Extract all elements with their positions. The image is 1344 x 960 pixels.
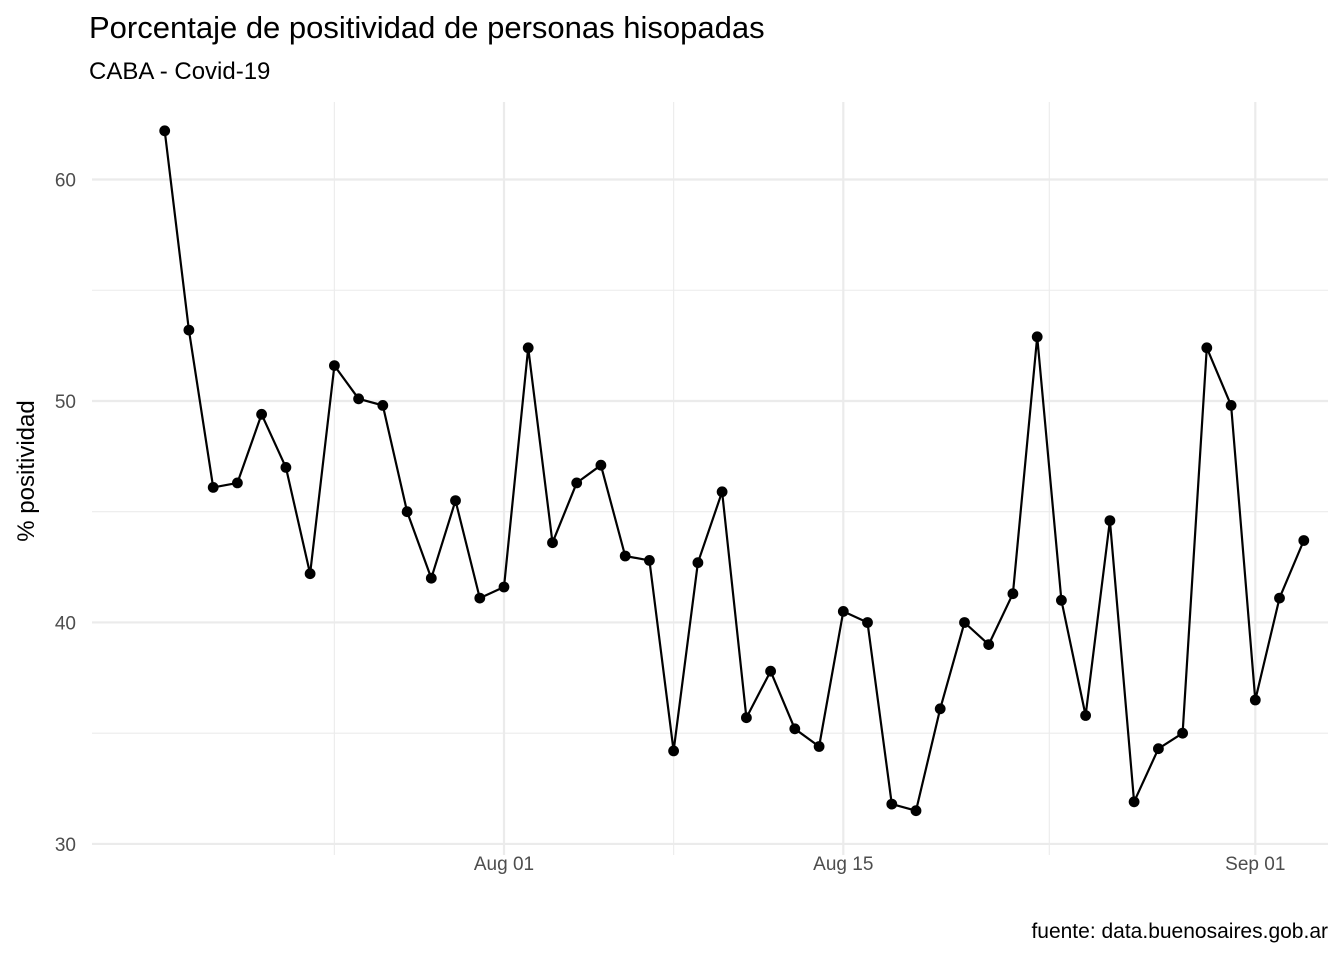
data-point [910,805,922,817]
data-point [1298,535,1310,546]
data-point [571,477,583,489]
data-point [692,557,704,569]
data-point [232,477,243,489]
data-point [668,745,679,757]
grid-minor [92,102,1328,855]
data-point [837,606,849,617]
data-point [741,712,752,724]
data-point [522,342,534,354]
x-tick-label: Aug 01 [474,854,534,875]
x-axis-ticks: Aug 01 Aug 15 Sep 01 [474,854,1286,875]
data-point [1128,796,1140,808]
data-point [619,550,631,562]
data-point [425,572,437,584]
data-point [789,723,801,735]
data-point [304,568,316,580]
x-tick-label: Aug 15 [813,854,873,875]
data-point [329,360,340,371]
series-group [159,125,1310,817]
data-point [1177,727,1188,739]
data-point [207,482,219,493]
data-point [1249,694,1261,706]
chart-caption: fuente: data.buenosaires.gob.ar [1031,920,1328,943]
data-point [765,665,776,677]
data-point [353,393,364,405]
data-point [862,617,873,628]
data-point [813,741,825,752]
data-point [934,703,946,715]
data-point [474,592,486,604]
data-point [1031,331,1043,343]
data-point [256,408,267,420]
data-point [547,537,558,549]
data-point [1225,400,1237,411]
data-point [401,506,413,518]
data-point [183,324,195,336]
data-point [1056,594,1067,606]
y-axis-label: % positividad [13,400,40,541]
data-point [1104,515,1116,526]
data-point [450,495,461,506]
data-point [498,581,510,593]
y-tick-label: 60 [55,171,76,192]
data-point [1201,342,1213,354]
x-tick-label: Sep 01 [1225,854,1285,875]
y-axis-ticks: 30 40 50 60 [55,171,76,856]
chart-title: Porcentaje de positividad de personas hi… [89,10,765,45]
data-point [1007,588,1019,600]
data-point [595,459,607,471]
grid-major [92,102,1328,855]
y-tick-label: 30 [55,835,76,856]
data-point [959,617,970,628]
data-point [1080,710,1091,721]
data-point [716,486,728,498]
data-point [377,400,389,411]
data-point [886,798,898,810]
data-point [280,462,292,473]
data-point [644,555,655,566]
data-point [159,125,171,137]
series-line [163,130,1305,812]
data-point [1153,743,1164,755]
chart-subtitle: CABA - Covid-19 [89,58,271,85]
data-point [1274,592,1285,604]
data-point [983,639,995,650]
y-tick-label: 50 [55,392,76,413]
y-tick-label: 40 [55,613,76,634]
